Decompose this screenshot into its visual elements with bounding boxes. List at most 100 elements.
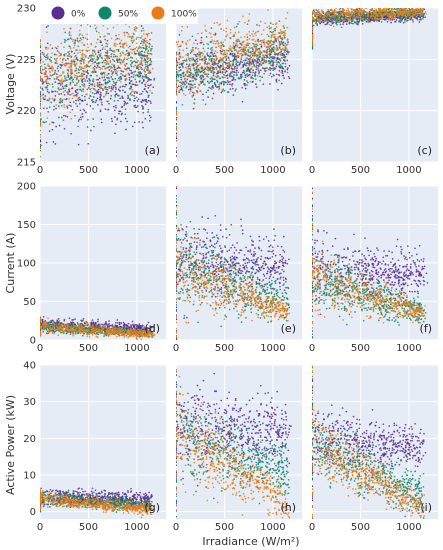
- data-point: [98, 98, 101, 101]
- data-point: [141, 77, 144, 80]
- data-point: [186, 78, 189, 81]
- data-point: [274, 57, 277, 59]
- data-point: [248, 60, 251, 63]
- data-point: [121, 95, 124, 98]
- data-point: [278, 47, 281, 49]
- data-point: [144, 45, 147, 47]
- data-point: [410, 6, 412, 8]
- data-point: [106, 86, 108, 89]
- data-point: [42, 61, 44, 63]
- data-point: [176, 88, 178, 91]
- data-point: [57, 65, 60, 68]
- data-point: [213, 82, 216, 84]
- data-point: [215, 72, 218, 75]
- data-point: [141, 57, 143, 60]
- data-point: [76, 52, 79, 54]
- data-point: [218, 66, 221, 69]
- data-point: [127, 46, 130, 49]
- data-point: [92, 80, 94, 82]
- data-point: [44, 86, 47, 89]
- data-point: [380, 4, 382, 6]
- data-point: [141, 98, 144, 101]
- data-point: [77, 68, 80, 71]
- data-point: [40, 50, 42, 53]
- data-point: [149, 70, 151, 72]
- data-point: [118, 112, 120, 115]
- data-point: [187, 52, 189, 55]
- data-point: [312, 13, 314, 16]
- data-point: [216, 40, 219, 42]
- data-point: [50, 66, 53, 68]
- data-point: [94, 89, 97, 91]
- x-tick-label: 0: [37, 165, 43, 176]
- data-point: [194, 77, 196, 79]
- data-point: [63, 104, 65, 106]
- data-point: [210, 57, 213, 60]
- data-point: [147, 60, 150, 63]
- data-point: [231, 85, 233, 87]
- data-point: [71, 72, 74, 75]
- data-point: [106, 43, 109, 46]
- data-point: [200, 52, 202, 54]
- data-point: [111, 63, 113, 66]
- data-point: [207, 68, 210, 70]
- data-point: [76, 82, 78, 85]
- data-point: [80, 68, 82, 71]
- data-point: [248, 62, 251, 64]
- data-point: [98, 31, 100, 34]
- data-point: [220, 53, 223, 55]
- data-point: [72, 92, 74, 95]
- data-point: [186, 40, 189, 42]
- data-point: [65, 52, 67, 55]
- data-point: [187, 54, 189, 57]
- data-point: [82, 44, 85, 47]
- data-point: [243, 40, 245, 43]
- data-point: [150, 102, 152, 104]
- data-point: [236, 50, 238, 53]
- data-point: [194, 86, 197, 88]
- data-point: [226, 34, 229, 36]
- data-point: [399, 11, 402, 14]
- data-point: [120, 58, 122, 61]
- data-point: [360, 5, 362, 7]
- data-point: [274, 33, 277, 36]
- data-point: [76, 105, 79, 108]
- data-point: [134, 104, 137, 107]
- data-point: [75, 67, 78, 70]
- data-point: [181, 25, 184, 28]
- data-point: [212, 64, 215, 66]
- data-point: [135, 58, 138, 60]
- data-point: [378, 4, 380, 6]
- data-point: [64, 77, 66, 80]
- data-point: [124, 65, 127, 67]
- data-point: [57, 51, 60, 53]
- data-point: [216, 51, 219, 54]
- data-point: [275, 59, 278, 62]
- data-point: [77, 71, 80, 74]
- data-point: [258, 72, 260, 75]
- data-point: [241, 86, 244, 89]
- data-point: [390, 12, 393, 15]
- data-point: [240, 47, 243, 49]
- data-point: [202, 75, 204, 77]
- data-point: [176, 92, 177, 94]
- data-point: [142, 47, 145, 50]
- data-point: [51, 47, 54, 50]
- data-point: [142, 99, 145, 102]
- data-point: [395, 16, 398, 18]
- data-point: [336, 23, 338, 26]
- data-point: [192, 87, 194, 89]
- data-point: [146, 63, 149, 65]
- data-point: [80, 24, 83, 27]
- data-point: [52, 67, 54, 69]
- data-point: [179, 88, 182, 91]
- data-point: [147, 32, 150, 35]
- data-point: [42, 97, 45, 99]
- data-point: [117, 99, 119, 102]
- data-point: [376, 14, 378, 17]
- data-point: [101, 67, 103, 70]
- data-point: [96, 66, 99, 69]
- data-point: [192, 58, 195, 61]
- data-point: [70, 34, 72, 37]
